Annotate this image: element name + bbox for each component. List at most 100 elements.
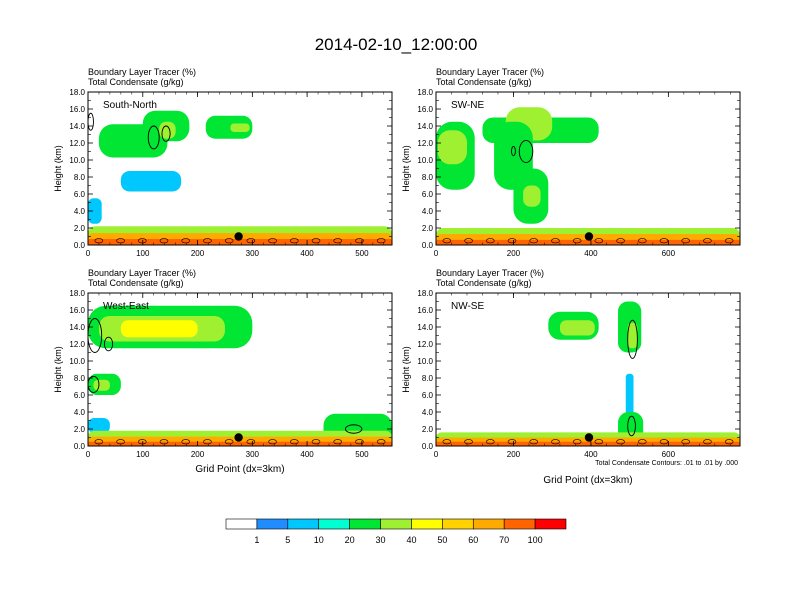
panel-subtitle-condensate: Total Condensate (g/kg) — [88, 278, 184, 288]
contour-note: Total Condensate Contours: .01 to .01 by… — [595, 460, 738, 467]
condensate-contour — [88, 375, 100, 393]
surface-contour — [616, 238, 625, 244]
plot-area — [436, 92, 740, 245]
location-marker — [584, 433, 594, 442]
surface-contour — [442, 439, 452, 445]
y-tick-label: 12.0 — [69, 340, 85, 349]
surface-contour — [137, 238, 147, 244]
panel-subtitle-tracer: Boundary Layer Tracer (%) — [436, 268, 544, 278]
condensate-contour — [103, 336, 114, 352]
colorbar-label: 50 — [437, 535, 447, 545]
condensate-contour — [88, 318, 103, 353]
y-tick-label: 0.0 — [74, 442, 86, 451]
surface-contour — [268, 238, 277, 244]
surface-contour — [355, 238, 364, 244]
colorbar-swatch — [318, 518, 350, 530]
y-tick-label: 2.0 — [422, 425, 434, 434]
y-tick-label: 10.0 — [417, 156, 433, 165]
field-blob — [437, 130, 467, 165]
panel-south-north: 0.0 2.0 4.0 6.0 8.0 10.0 12.0 14.0 16.0 18.0 0 100 2… — [53, 67, 393, 258]
surface-contour — [594, 238, 604, 244]
field-blob — [120, 171, 182, 192]
surface-contour — [724, 238, 734, 244]
surface-contour — [637, 439, 647, 445]
surface-contour — [507, 439, 517, 445]
y-tick-label: 18.0 — [69, 289, 85, 298]
condensate-contour — [344, 424, 363, 434]
surface-contour — [616, 439, 625, 445]
y-tick-label: 12.0 — [417, 139, 433, 148]
field-blob — [88, 417, 110, 434]
field-blob — [159, 121, 176, 139]
field-blob — [205, 115, 253, 139]
colorbar-swatch — [287, 518, 320, 530]
y-tick-label: 6.0 — [74, 391, 86, 400]
colorbar-swatch — [380, 518, 412, 530]
surface-contour — [485, 238, 495, 244]
y-tick-label: 8.0 — [74, 374, 86, 383]
y-tick-label: 16.0 — [69, 306, 85, 315]
y-tick-label: 14.0 — [417, 122, 433, 131]
panel-name: West-East — [103, 301, 149, 312]
x-axis-label: Grid Point (dx=3km) — [195, 464, 284, 475]
y-tick-label: 10.0 — [69, 357, 85, 366]
y-tick-label: 0.0 — [422, 442, 434, 451]
x-tick-label: 100 — [136, 249, 150, 258]
field-blob — [627, 322, 638, 349]
y-tick-label: 2.0 — [422, 224, 434, 233]
surface-contour — [203, 439, 212, 445]
condensate-contour — [511, 145, 516, 157]
panel-name: South-North — [103, 100, 157, 111]
surface-contour — [181, 238, 191, 244]
x-tick-label: 200 — [191, 450, 205, 459]
y-tick-label: 4.0 — [74, 408, 86, 417]
field-blob — [88, 198, 102, 224]
location-marker — [584, 232, 594, 241]
location-marker — [234, 232, 243, 241]
surface-contour — [376, 439, 386, 445]
surface-contour — [442, 238, 452, 244]
surface-contour — [333, 238, 343, 244]
colorbar-label: 70 — [499, 535, 509, 545]
panel-sw-ne: 0.0 2.0 4.0 6.0 8.0 10.0 12.0 14.0 16.0 18.0 0 200 4… — [401, 67, 741, 258]
surface-contour — [551, 238, 560, 244]
y-tick-label: 18.0 — [417, 289, 433, 298]
field-blob — [523, 185, 541, 207]
surface-contour — [224, 238, 234, 244]
condensate-contour — [627, 415, 636, 437]
condensate-contour — [88, 112, 94, 131]
surface-contour — [203, 238, 212, 244]
colorbar-label: 5 — [285, 535, 290, 545]
y-tick-label: 14.0 — [69, 122, 85, 131]
surface-contour — [703, 238, 712, 244]
panel-subtitle-condensate: Total Condensate (g/kg) — [88, 77, 184, 87]
surface-contour — [485, 439, 495, 445]
surface-contour — [116, 439, 125, 445]
x-tick-label: 0 — [434, 450, 439, 459]
field-blob — [436, 441, 740, 446]
panel-subtitle-tracer: Boundary Layer Tracer (%) — [436, 67, 544, 77]
y-tick-label: 18.0 — [69, 88, 85, 97]
y-tick-label: 10.0 — [69, 156, 85, 165]
x-tick-label: 0 — [434, 249, 439, 258]
panel-name: SW-NE — [451, 100, 484, 111]
y-tick-label: 4.0 — [422, 207, 434, 216]
colorbar-swatch — [534, 518, 567, 530]
condensate-contour — [518, 139, 534, 163]
field-blob — [230, 123, 250, 132]
surface-contour — [159, 439, 169, 445]
field-blob — [88, 239, 392, 245]
field-blob — [436, 239, 740, 245]
surface-contour — [224, 439, 234, 445]
x-tick-label: 500 — [355, 249, 369, 258]
y-axis-label: Height (km) — [401, 145, 411, 192]
y-tick-label: 14.0 — [417, 323, 433, 332]
condensate-contour — [627, 319, 638, 359]
colorbar-swatch — [349, 518, 381, 530]
condensate-contour — [161, 125, 171, 142]
x-tick-label: 400 — [584, 450, 598, 459]
surface-contour — [681, 238, 691, 244]
x-tick-label: 600 — [662, 450, 676, 459]
y-tick-label: 6.0 — [422, 391, 434, 400]
